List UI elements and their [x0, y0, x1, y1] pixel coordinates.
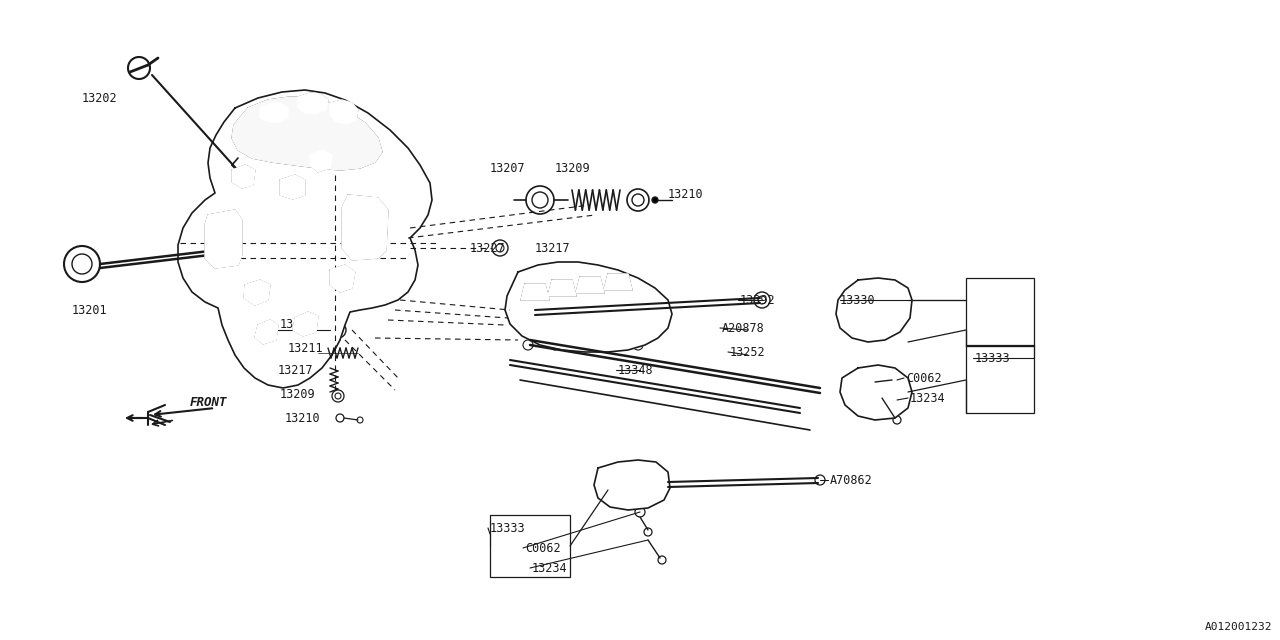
Polygon shape [232, 165, 255, 188]
Polygon shape [576, 277, 604, 293]
Polygon shape [840, 365, 911, 420]
Text: 13348: 13348 [618, 364, 654, 376]
Polygon shape [836, 278, 911, 342]
Text: 13209: 13209 [280, 387, 316, 401]
Polygon shape [330, 100, 358, 124]
Bar [490, 515, 570, 577]
Polygon shape [310, 150, 332, 172]
Text: C0062: C0062 [906, 371, 942, 385]
Polygon shape [244, 280, 270, 305]
Text: FRONT: FRONT [189, 397, 228, 410]
Polygon shape [205, 210, 242, 268]
Text: 13207: 13207 [490, 161, 526, 175]
Polygon shape [280, 175, 305, 199]
Text: 13227: 13227 [470, 241, 506, 255]
Polygon shape [232, 97, 381, 170]
Polygon shape [260, 103, 288, 122]
Polygon shape [506, 262, 672, 352]
Text: 13209: 13209 [556, 161, 590, 175]
Polygon shape [293, 312, 317, 336]
Polygon shape [342, 195, 388, 260]
Circle shape [652, 197, 658, 203]
Text: 13202: 13202 [82, 92, 118, 104]
Text: A20878: A20878 [722, 321, 764, 335]
Text: 13252: 13252 [730, 346, 765, 358]
Text: A70862: A70862 [829, 474, 873, 486]
Polygon shape [548, 280, 576, 296]
Polygon shape [255, 320, 278, 344]
Text: 13234: 13234 [910, 392, 946, 404]
Circle shape [635, 507, 645, 517]
Circle shape [335, 414, 344, 422]
Text: 13201: 13201 [72, 303, 108, 317]
Text: 13330: 13330 [840, 294, 876, 307]
Text: 13333: 13333 [975, 351, 1011, 365]
Polygon shape [521, 284, 549, 300]
Text: 13392: 13392 [740, 294, 776, 307]
Text: 13333: 13333 [490, 522, 526, 534]
Polygon shape [330, 265, 355, 292]
Text: 13217: 13217 [535, 241, 571, 255]
Polygon shape [298, 93, 328, 114]
Polygon shape [594, 460, 669, 510]
Text: C0062: C0062 [525, 541, 561, 554]
Text: 13227: 13227 [280, 319, 316, 332]
Text: 13210: 13210 [285, 412, 320, 424]
Polygon shape [604, 274, 632, 290]
Text: 13211: 13211 [288, 342, 324, 355]
Bar [966, 345, 1034, 413]
Text: 13210: 13210 [668, 189, 704, 202]
Text: 13234: 13234 [532, 561, 567, 575]
Bar [966, 278, 1034, 346]
Text: A012001232: A012001232 [1204, 622, 1272, 632]
Text: 13217: 13217 [278, 364, 314, 376]
Circle shape [892, 375, 902, 385]
Polygon shape [178, 90, 433, 388]
